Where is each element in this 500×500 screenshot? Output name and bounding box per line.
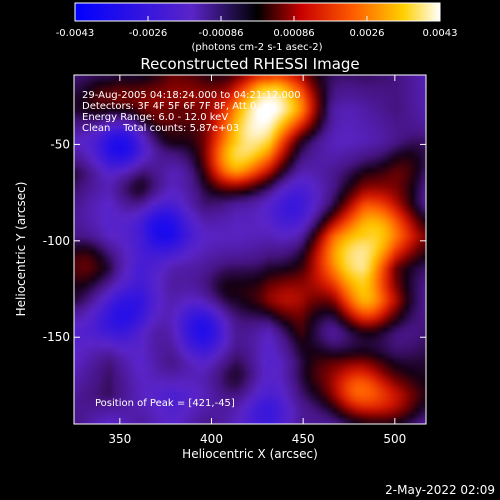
y-tick-label: -100	[43, 234, 70, 248]
colorbar-tick-label: -0.0026	[129, 28, 168, 39]
annotation-peak: Position of Peak = [421,-45]	[95, 398, 235, 409]
colorbar-tick-label: 0.0026	[350, 28, 385, 39]
y-tick-label: -50	[50, 137, 70, 151]
x-tick-label: 450	[292, 432, 315, 446]
colorbar-unit-label: (photons cm-2 s-1 asec-2)	[191, 42, 322, 53]
colorbar-ticks: -0.0043 -0.0026 -0.00086 0.00086 0.0026 0.004…	[56, 16, 458, 39]
x-axis-ticks: 350 400 450 500	[108, 75, 406, 446]
colorbar-tick-label: 0.0043	[423, 28, 458, 39]
annotation-method: Clean Total counts: 5.87e+03	[82, 123, 239, 134]
colorbar-tick-label: 0.00086	[273, 28, 314, 39]
x-tick-label: 400	[200, 432, 223, 446]
x-tick-label: 350	[108, 432, 131, 446]
annotation-detectors: Detectors: 3F 4F 5F 6F 7F 8F, Att 0	[82, 101, 256, 112]
annotation-energy: Energy Range: 6.0 - 12.0 keV	[82, 112, 228, 123]
plot-frame	[73, 74, 427, 425]
y-tick-label: -150	[43, 330, 70, 344]
chart-title: Reconstructed RHESSI Image	[140, 55, 359, 73]
y-axis-ticks: -150 -100 -50	[43, 137, 426, 344]
x-tick-label: 500	[383, 432, 406, 446]
y-axis-label: Heliocentric Y (arcsec)	[14, 182, 28, 317]
annotation-time: 29-Aug-2005 04:18:24.000 to 04:21:12.000	[82, 90, 301, 101]
colorbar-tick-label: -0.00086	[199, 28, 244, 39]
footer-date: 2-May-2022 02:09	[385, 483, 495, 497]
heatmap-image	[74, 75, 426, 424]
colorbar-tick-label: -0.0043	[56, 28, 95, 39]
x-axis-label: Heliocentric X (arcsec)	[182, 447, 318, 461]
colorbar	[74, 2, 441, 22]
